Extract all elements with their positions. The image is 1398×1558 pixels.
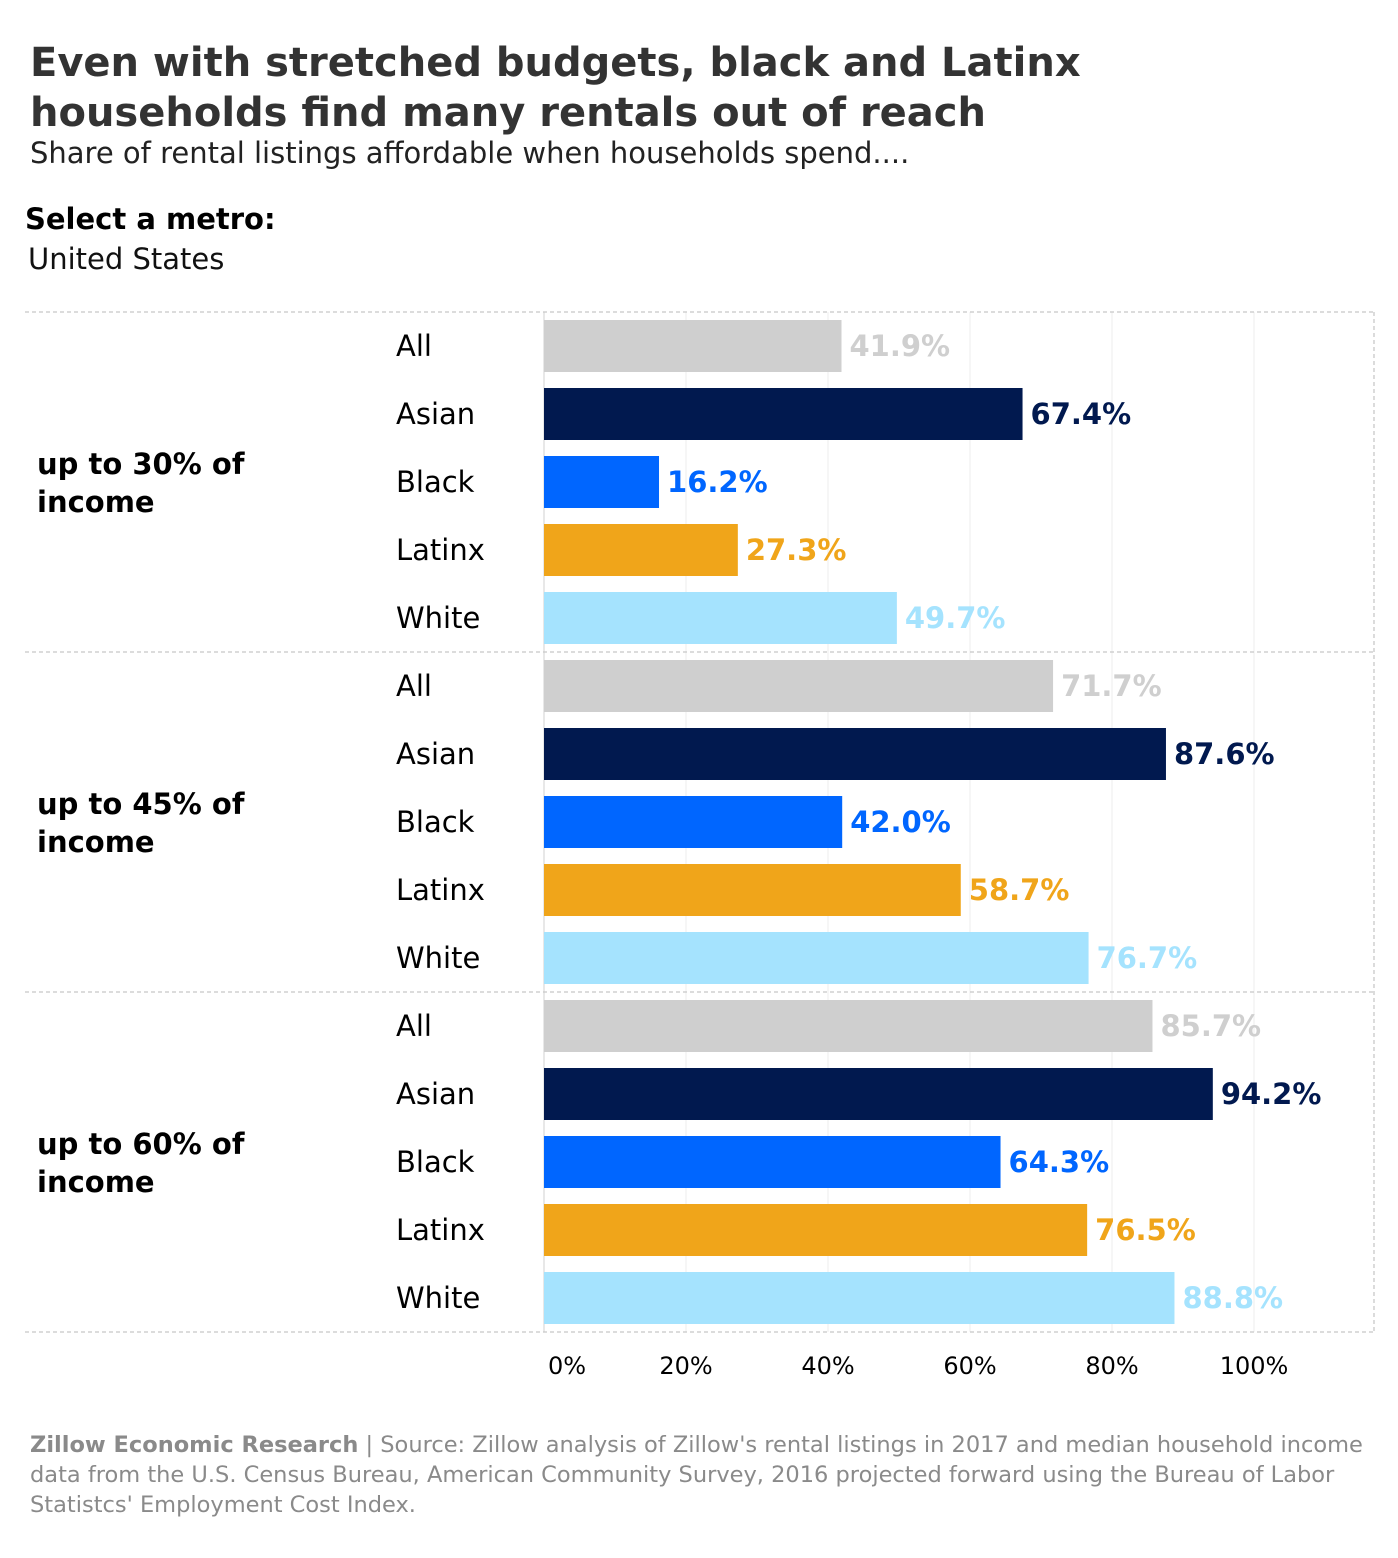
category-label: Black xyxy=(396,465,475,499)
data-label: 71.7% xyxy=(1061,669,1162,703)
category-label: Latinx xyxy=(396,873,485,907)
category-label: White xyxy=(396,601,480,635)
bar xyxy=(544,592,897,644)
data-label: 87.6% xyxy=(1174,737,1275,771)
data-label: 41.9% xyxy=(849,329,950,363)
chart-title: Even with stretched budgets, black and L… xyxy=(30,40,1081,136)
bar xyxy=(544,1272,1175,1324)
bar-chart: up to 30% of income All 41.9% Asian 67.4% Blac… xyxy=(25,311,1375,1380)
data-label: 27.3% xyxy=(746,533,847,567)
group-label: up to 60% of income xyxy=(37,1127,245,1199)
bar xyxy=(544,524,738,576)
bar xyxy=(544,660,1054,712)
data-label: 76.7% xyxy=(1097,941,1198,975)
data-label: 58.7% xyxy=(969,873,1070,907)
category-label: Latinx xyxy=(396,1213,485,1247)
category-label: Black xyxy=(396,805,475,839)
bar xyxy=(544,388,1023,440)
category-label: All xyxy=(396,329,432,363)
bar xyxy=(544,1136,1001,1188)
category-label: Asian xyxy=(396,1077,475,1111)
x-tick-label: 80% xyxy=(1085,1352,1138,1380)
x-tick-label: 40% xyxy=(801,1352,854,1380)
data-label: 85.7% xyxy=(1160,1009,1261,1043)
category-label: Asian xyxy=(396,737,475,771)
bar xyxy=(544,1000,1153,1052)
x-tick-label: 100% xyxy=(1220,1352,1289,1380)
metro-filter-label: Select a metro: xyxy=(25,202,276,236)
category-label: White xyxy=(396,1281,480,1315)
x-tick-label: 20% xyxy=(659,1352,712,1380)
data-label: 16.2% xyxy=(667,465,768,499)
bar xyxy=(544,864,961,916)
group-label: up to 30% of income xyxy=(37,447,245,519)
data-label: 64.3% xyxy=(1009,1145,1110,1179)
footer-separator: | xyxy=(358,1432,381,1458)
data-label: 67.4% xyxy=(1031,397,1132,431)
data-label: 49.7% xyxy=(905,601,1006,635)
metro-filter-value[interactable]: United States xyxy=(28,242,225,276)
data-label: 76.5% xyxy=(1095,1213,1196,1247)
bar xyxy=(544,796,843,848)
bar xyxy=(544,456,660,508)
footer-source: Zillow Economic Research | Source: Zillo… xyxy=(30,1430,1370,1520)
category-label: Asian xyxy=(396,397,475,431)
data-label: 42.0% xyxy=(850,805,951,839)
category-label: All xyxy=(396,669,432,703)
chart-subtitle: Share of rental listings affordable when… xyxy=(30,136,910,170)
category-label: White xyxy=(396,941,480,975)
bar xyxy=(544,320,842,372)
footer-org: Zillow Economic Research xyxy=(30,1432,359,1458)
data-label: 94.2% xyxy=(1221,1077,1322,1111)
bar xyxy=(544,1068,1213,1120)
category-label: Latinx xyxy=(396,533,485,567)
category-label: All xyxy=(396,1009,432,1043)
bar xyxy=(544,1204,1088,1256)
data-label: 88.8% xyxy=(1182,1281,1283,1315)
bar xyxy=(544,932,1089,984)
bar xyxy=(544,728,1166,780)
x-tick-label: 60% xyxy=(943,1352,996,1380)
footer-source-text: Source: Zillow analysis of Zillow's rent… xyxy=(30,1432,1363,1518)
x-tick-label: 0% xyxy=(548,1352,586,1380)
category-label: Black xyxy=(396,1145,475,1179)
group-label: up to 45% of income xyxy=(37,787,245,859)
